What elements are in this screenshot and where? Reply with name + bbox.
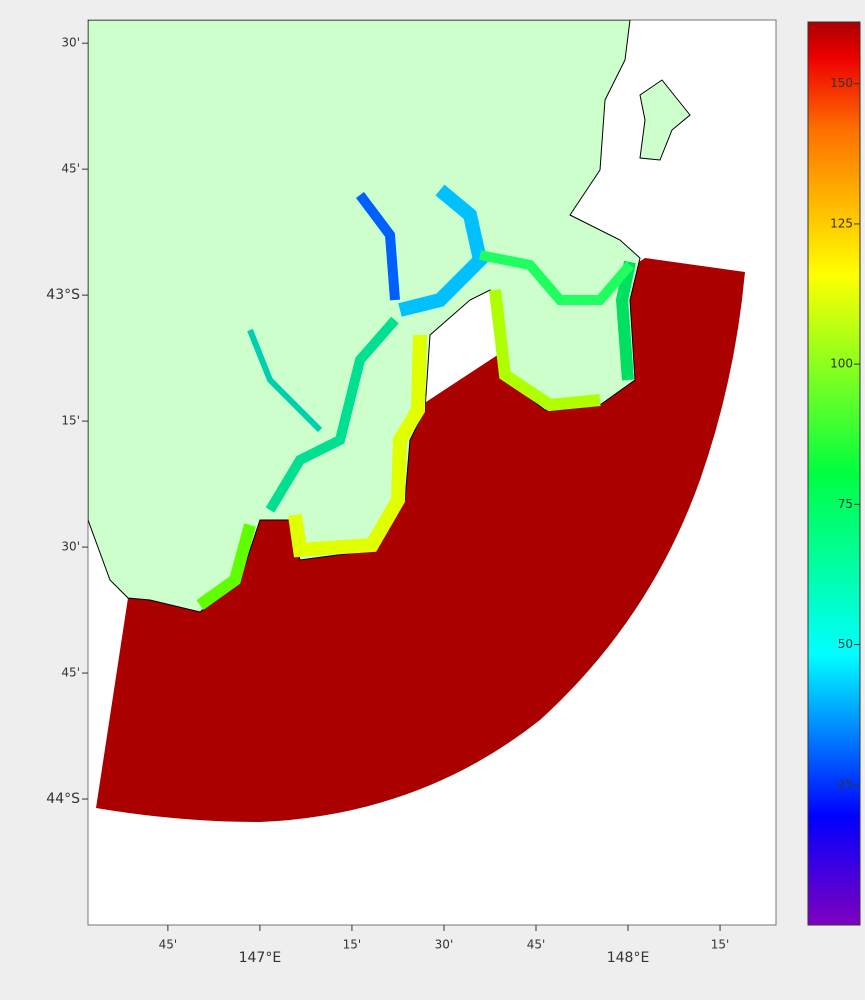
colorbar [807,21,861,926]
x-tick-label: 15' [343,938,362,952]
colorbar-tick-label: 100 [830,357,853,371]
x-tick-label: 45' [527,938,546,952]
map-layers [88,20,745,822]
y-tick-label: 30' [61,36,80,50]
colorbar-tick-label: 50 [838,637,853,651]
x-tick-label: 15' [711,938,730,952]
land [88,20,641,613]
island [639,79,691,161]
colorbar-tick-label: 25 [838,777,853,791]
coastal-band [196,523,256,610]
y-tick-label: 45' [61,162,80,176]
colorbar-tick-label: 75 [838,497,853,511]
inlet [479,250,634,305]
x-tick-label: 45' [159,938,178,952]
inlet [265,316,399,513]
y-tick-label: 44°S [46,791,80,807]
y-tick-label: 15' [61,414,80,428]
y-tick-label: 45' [61,666,80,680]
inlet [247,328,323,433]
coastal-band [288,334,427,558]
colorbar-tick-label: 125 [830,216,853,230]
y-tick-label: 30' [61,540,80,554]
x-tick-label: 147°E [239,950,282,966]
x-tick-label: 30' [435,938,454,952]
y-tick-label: 43°S [46,287,80,303]
inlet [356,192,400,301]
x-tick-label: 148°E [607,950,650,966]
colorbar-tick-label: 150 [830,76,853,90]
coastal-band [489,289,601,412]
